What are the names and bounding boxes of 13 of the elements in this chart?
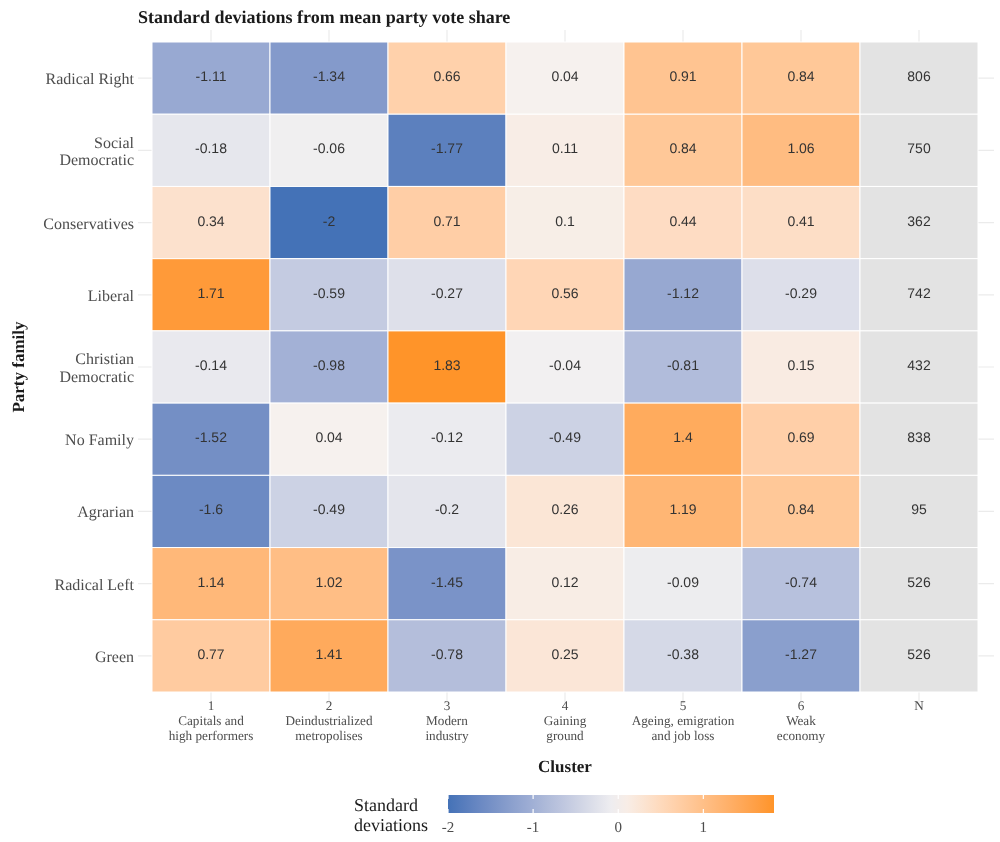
y-tick-label: Green (94, 646, 134, 665)
chart-title: Standard deviations from mean party vote share (138, 7, 511, 27)
y-tick-label: Agrarian (77, 502, 134, 521)
y-tick-label: Radical Right (45, 69, 136, 88)
y-axis-title: Party family (8, 319, 28, 413)
y-tick-label: Liberal (87, 285, 136, 304)
y-tick-label: Conservatives (43, 213, 134, 232)
x-axis-title: Cluster (538, 756, 593, 776)
y-tick-label: Radical Left (54, 574, 136, 593)
y-tick-label: Christian Democratic (59, 349, 135, 385)
color-bar-title: Standard deviations (354, 795, 429, 835)
y-tick-label: No Family (65, 430, 134, 449)
y-tick-label: Social Democratic (59, 132, 136, 169)
